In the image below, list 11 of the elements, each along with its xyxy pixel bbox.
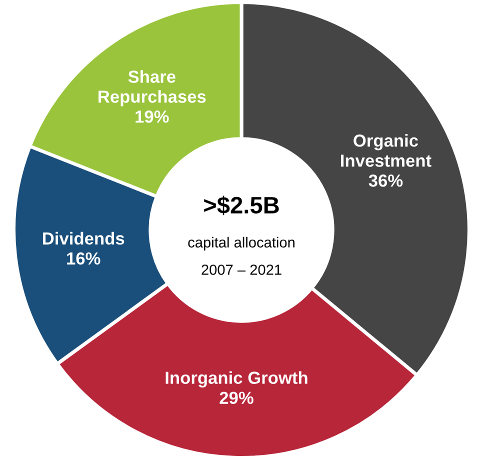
data-label: 16%: [67, 252, 100, 265]
data-label: 36%: [368, 174, 403, 187]
slice-label: Organic Investment: [341, 134, 432, 167]
data-label: 19%: [136, 110, 169, 123]
text: >$2.5B: [204, 196, 279, 216]
slice-label: Inorganic Growth: [166, 371, 308, 388]
slice-label: Dividends: [43, 232, 124, 245]
slice-label: Share Repurchases: [98, 70, 206, 106]
data-label: 29%: [220, 392, 254, 404]
text: 2007 – 2021: [202, 264, 282, 275]
text: capital allocation: [188, 236, 294, 250]
